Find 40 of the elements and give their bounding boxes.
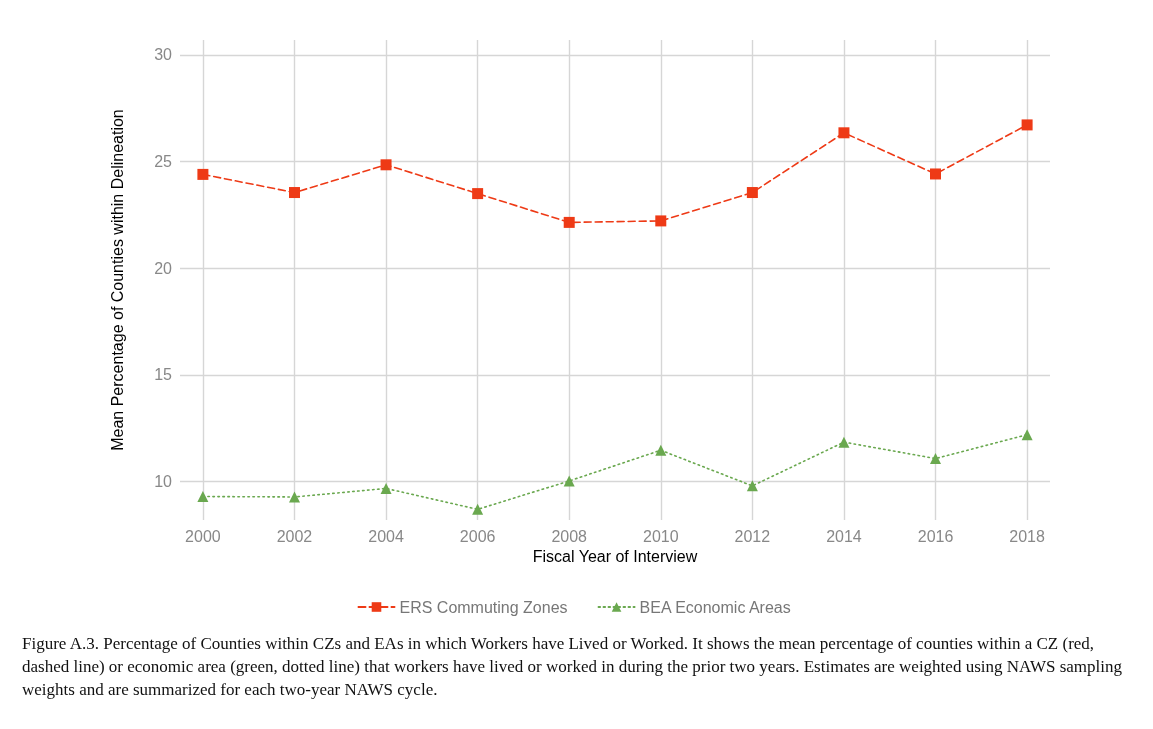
x-tick-label: 2000	[185, 527, 221, 545]
point	[655, 215, 667, 227]
point	[746, 187, 758, 199]
point	[288, 491, 300, 503]
y-tick-label: 20	[154, 259, 173, 277]
point	[472, 188, 484, 200]
legend-label: BEA Economic Areas	[639, 598, 791, 616]
point	[197, 168, 209, 180]
text: Figure A.3. Percentage of Counties within CZs and EAs in which Workers have Lived or Worked. It shows the mean percentage of counties within a CZ (red, dashed line) or economic area (green, dotted line) that workers have lived or worked in during the prior two years. Estimates are weighted using NAWS sampling weights and are summarized for each two-year NAWS cycle.	[22, 633, 1123, 701]
x-tick-label: 2004	[368, 527, 404, 545]
y-tick-label: 15	[154, 366, 173, 384]
x-tick-label: 2006	[459, 527, 496, 545]
point	[1021, 119, 1033, 131]
x-tick-label: 2012	[734, 527, 771, 545]
x-tick-label: 2014	[826, 527, 862, 545]
point	[563, 475, 575, 487]
x-axis-title: Fiscal Year of Interview	[532, 548, 698, 566]
x-tick-label: 2002	[276, 527, 313, 545]
x-tick-label: 2018	[1009, 527, 1045, 545]
point	[563, 216, 575, 228]
point	[655, 444, 667, 456]
point	[1021, 429, 1033, 441]
x-tick-label: 2016	[917, 527, 954, 545]
point	[930, 168, 942, 180]
point	[838, 436, 850, 448]
point	[838, 127, 850, 139]
x-tick-label: 2010	[642, 527, 679, 545]
point	[472, 503, 484, 515]
point	[380, 159, 392, 171]
point	[380, 482, 392, 494]
x-tick-label: 2008	[551, 527, 588, 545]
y-tick-label: 25	[154, 153, 173, 171]
point	[746, 480, 758, 492]
y-axis-title: Mean Percentage of Counties within Delineation	[108, 109, 126, 451]
point	[288, 187, 300, 199]
point	[197, 491, 209, 503]
y-tick-label: 30	[154, 46, 173, 64]
y-tick-label: 10	[154, 473, 173, 491]
legend-label: ERS Commuting Zones	[399, 598, 568, 616]
point	[930, 453, 942, 465]
